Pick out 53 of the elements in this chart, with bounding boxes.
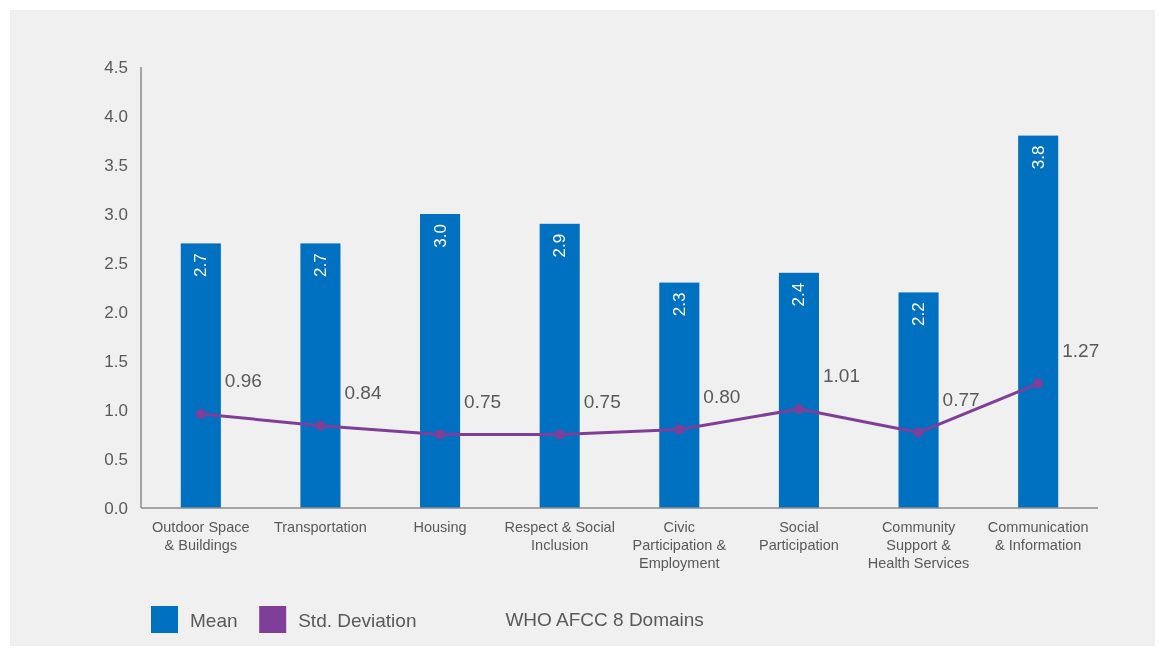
x-tick-label: Community Support & Health Services bbox=[867, 519, 970, 571]
legend-label: Mean bbox=[190, 610, 238, 631]
data-label: 3.8 bbox=[1028, 145, 1048, 170]
y-tick-label: 1.5 bbox=[104, 351, 128, 371]
y-tick-label: 2.5 bbox=[104, 253, 128, 273]
data-label: 0.77 bbox=[942, 388, 980, 410]
point bbox=[435, 429, 446, 440]
bar bbox=[659, 282, 700, 508]
data-label: 2.2 bbox=[909, 302, 929, 327]
y-tick-label: 1.0 bbox=[104, 400, 128, 420]
x-tick-label: Social Participation bbox=[759, 519, 839, 553]
data-label: 0.75 bbox=[464, 390, 502, 412]
data-label: 2.3 bbox=[669, 292, 689, 317]
data-label: 1.27 bbox=[1062, 339, 1100, 361]
y-tick-label: 4.5 bbox=[104, 57, 128, 77]
data-label: 0.75 bbox=[583, 390, 621, 412]
legend-label: Std. Deviation bbox=[298, 610, 417, 631]
y-tick-label: 2.0 bbox=[104, 302, 128, 322]
bar bbox=[898, 292, 939, 508]
data-label: 2.7 bbox=[191, 253, 211, 278]
point bbox=[793, 404, 804, 415]
bar bbox=[778, 272, 819, 508]
point bbox=[554, 429, 565, 440]
y-tick-label: 3.5 bbox=[104, 155, 128, 175]
x-tick-label: Housing bbox=[413, 519, 467, 535]
data-label: 2.4 bbox=[789, 282, 809, 307]
x-tick-label: Civic Participation & Employment bbox=[632, 519, 727, 571]
x-tick-label: Outdoor Space & Buildings bbox=[152, 519, 250, 553]
point bbox=[913, 427, 924, 438]
point bbox=[195, 408, 206, 419]
bar bbox=[1018, 135, 1059, 508]
data-label: 0.80 bbox=[703, 385, 741, 407]
point bbox=[674, 424, 685, 435]
point bbox=[1033, 378, 1044, 389]
data-label: 2.9 bbox=[550, 233, 570, 258]
point bbox=[315, 420, 326, 431]
x-axis-title: WHO AFCC 8 Domains bbox=[505, 609, 704, 630]
bar bbox=[300, 243, 341, 508]
x-tick-label: Respect & Social Inclusion bbox=[504, 519, 615, 553]
y-tick-label: 0.0 bbox=[104, 498, 128, 518]
x-tick-label: Transportation bbox=[273, 519, 367, 535]
y-tick-label: 4.0 bbox=[104, 106, 128, 126]
bar bbox=[180, 243, 221, 508]
bar bbox=[539, 223, 580, 508]
data-label: 0.84 bbox=[344, 381, 382, 403]
y-tick-label: 3.0 bbox=[104, 204, 128, 224]
bar bbox=[420, 214, 461, 508]
data-label: 1.01 bbox=[822, 365, 860, 387]
x-tick-label: Communication & Information bbox=[987, 519, 1089, 553]
data-label: 3.0 bbox=[430, 224, 450, 248]
data-label: 0.96 bbox=[224, 369, 262, 391]
y-tick-label: 0.5 bbox=[104, 449, 128, 469]
data-label: 2.7 bbox=[310, 253, 330, 278]
